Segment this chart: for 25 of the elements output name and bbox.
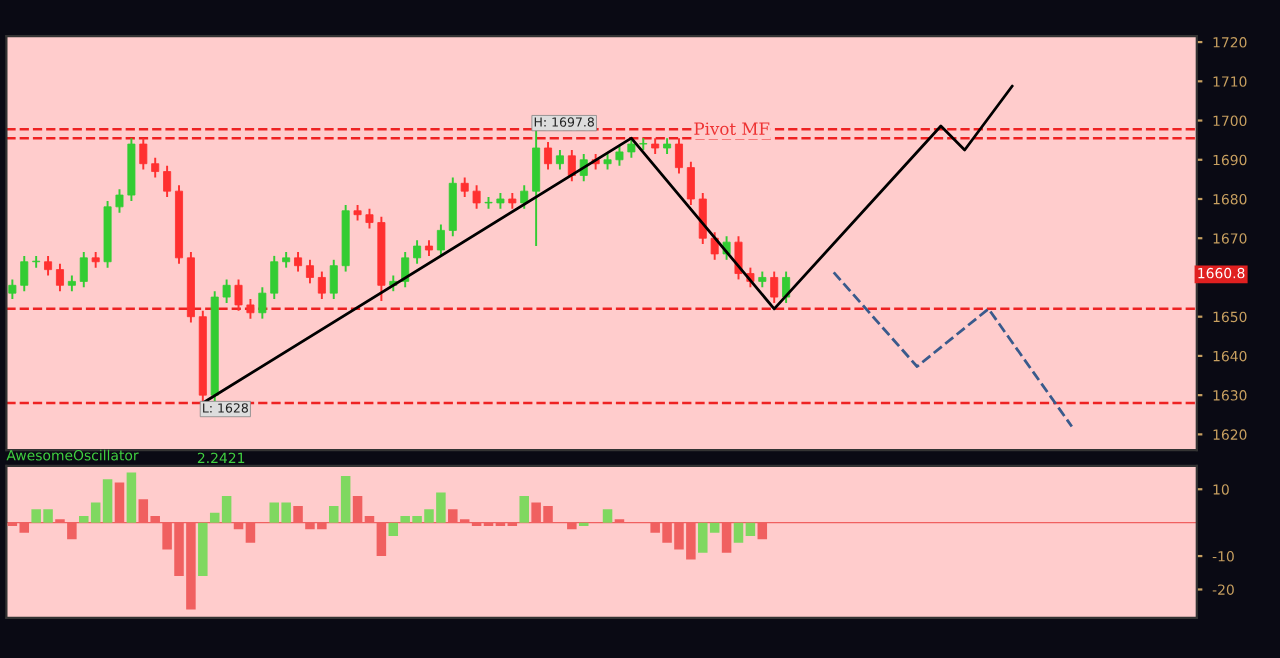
candlestick: [305, 258, 314, 285]
candlestick: [44, 254, 53, 277]
bar: [198, 522, 208, 577]
ref-line-label: Pivot MF: [694, 122, 770, 135]
candlestick: [555, 148, 564, 171]
candlestick: [163, 164, 172, 199]
candlestick: [770, 270, 779, 304]
candlestick: [686, 160, 695, 206]
candlestick: [79, 250, 88, 289]
candlestick: [413, 239, 422, 265]
candlestick: [317, 270, 326, 300]
candlestick: [532, 128, 541, 248]
candlestick: [520, 184, 529, 210]
candlestick: [674, 137, 683, 175]
bar: [388, 522, 399, 537]
bar: [519, 495, 529, 523]
bar: [126, 472, 137, 523]
candlestick: [55, 262, 64, 293]
candlestick: [448, 176, 457, 238]
candlestick: [294, 250, 303, 273]
candlestick: [544, 141, 553, 171]
candlestick: [436, 223, 445, 257]
candlestick: [567, 148, 576, 183]
bar: [602, 509, 613, 523]
line-series: [832, 270, 1074, 428]
